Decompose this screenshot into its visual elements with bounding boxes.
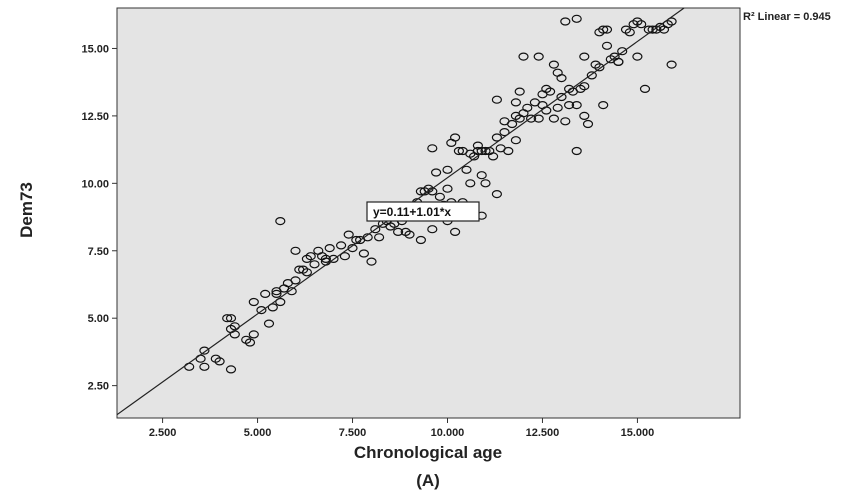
x-tick-label-3: 10.000	[431, 427, 465, 439]
x-tick-label-2: 7.500	[339, 427, 367, 439]
y-axis: 2.50 5.00 7.50 10.00 12.50 15.00	[81, 43, 117, 392]
x-axis: 2.500 5.000 7.500 10.000 12.500 15.000	[149, 418, 654, 439]
y-tick-label-5: 15.00	[81, 43, 109, 55]
x-axis-title: Chronological age	[354, 443, 502, 462]
figure-caption: (A)	[416, 471, 440, 490]
y-tick-label-1: 5.00	[88, 313, 109, 325]
x-tick-label-1: 5.000	[244, 427, 272, 439]
equation-label: y=0.11+1.01*x	[373, 205, 451, 219]
r-squared-label: R² Linear = 0.945	[743, 11, 831, 23]
x-tick-label-5: 15.000	[621, 427, 655, 439]
y-tick-label-4: 12.50	[81, 111, 109, 123]
y-tick-label-0: 2.50	[88, 381, 109, 393]
y-tick-label-3: 10.00	[81, 178, 109, 190]
x-tick-label-0: 2.500	[149, 427, 177, 439]
y-axis-title: Dem73	[17, 182, 36, 238]
y-tick-label-2: 7.50	[88, 246, 109, 258]
x-tick-label-4: 12.500	[526, 427, 560, 439]
